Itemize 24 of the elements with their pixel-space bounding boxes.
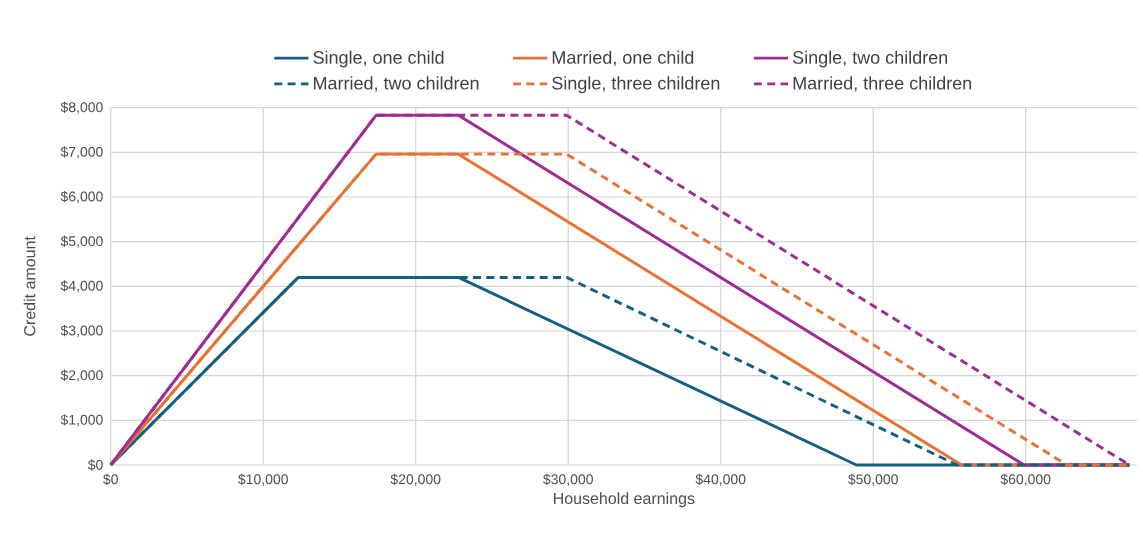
x-tick-label: $20,000 (390, 473, 441, 486)
x-tick-label: $50,000 (848, 473, 898, 486)
x-tick-label: $30,000 (543, 473, 593, 486)
legend-label: Single, three children (552, 76, 720, 94)
legend-label: Married, two children (314, 76, 479, 92)
x-axis-title: Household earnings (554, 492, 695, 508)
legend-label: Single, one child (313, 50, 444, 68)
x-tick-label: $0 (103, 473, 118, 486)
x-tick-label: $60,000 (1000, 473, 1051, 486)
y-tick-label: $5,000 (60, 235, 103, 248)
legend-label: Married, three children (793, 76, 972, 92)
y-tick-label: $1,000 (60, 414, 103, 427)
x-tick-label: $10,000 (238, 473, 288, 486)
y-tick-label: $0 (87, 459, 103, 471)
y-tick-label: $6,000 (60, 190, 103, 204)
legend-label: Single, two children (792, 50, 948, 68)
x-tick-label: $40,000 (695, 473, 746, 486)
y-axis-title: Credit amount (23, 236, 36, 336)
legend-label: Married, one child (552, 50, 694, 66)
y-tick-label: $2,000 (60, 369, 103, 382)
y-tick-label: $7,000 (60, 146, 103, 159)
y-tick-label: $8,000 (60, 101, 103, 114)
y-tick-label: $3,000 (60, 324, 103, 338)
y-tick-label: $4,000 (60, 280, 103, 293)
